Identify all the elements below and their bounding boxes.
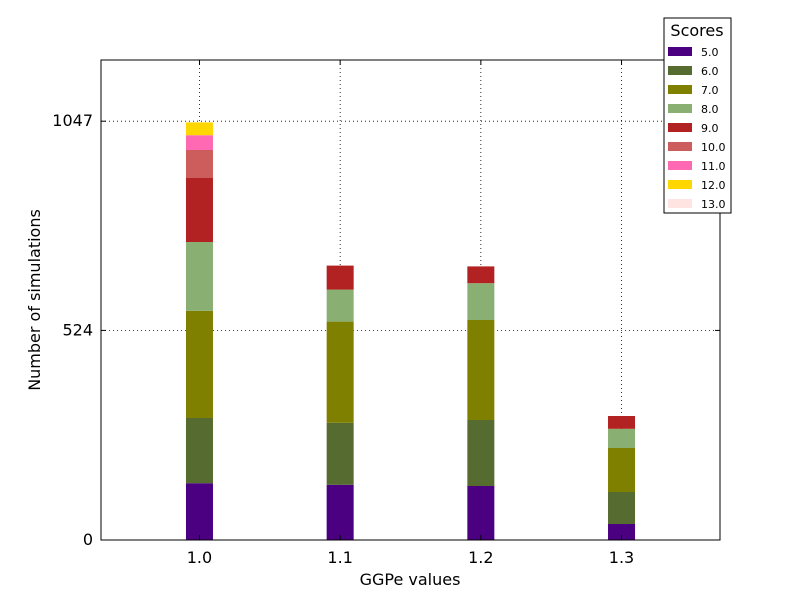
legend-title: Scores	[670, 21, 723, 40]
legend-swatch	[668, 66, 692, 75]
bar-segment	[185, 310, 213, 418]
legend-swatch	[668, 161, 692, 170]
legend-label: 8.0	[701, 103, 719, 116]
legend-label: 6.0	[701, 65, 719, 78]
bars	[185, 122, 636, 540]
bar-segment	[608, 448, 636, 492]
legend-label: 7.0	[701, 84, 719, 97]
bar-segment	[326, 484, 354, 540]
legend: Scores 5.0 6.0 7.0 8.0 9.0 10.0 11.0 12.0 13.0	[663, 17, 732, 214]
bar-segment	[467, 283, 495, 320]
bar-segment	[467, 320, 495, 420]
bar-segment	[185, 135, 213, 150]
bar-segment	[326, 265, 354, 290]
bar-segment	[608, 524, 636, 540]
bar-segment	[608, 492, 636, 524]
y-tick-label: 1047	[52, 111, 93, 130]
plot-frame	[100, 59, 721, 541]
legend-label: 11.0	[701, 160, 726, 173]
bar-segment	[467, 266, 495, 284]
bar-segment	[467, 486, 495, 540]
bar-segment	[467, 420, 495, 486]
bar-segment	[185, 150, 213, 178]
legend-swatch	[668, 85, 692, 94]
bar-segment	[326, 321, 354, 423]
bar-segment	[185, 178, 213, 242]
legend-label: 12.0	[701, 179, 726, 192]
legend-swatch	[668, 199, 692, 208]
legend-swatch	[668, 180, 692, 189]
bar-segment	[185, 418, 213, 484]
bar-segment	[185, 242, 213, 311]
x-tick-label: 1.0	[187, 548, 212, 567]
bar-segment	[326, 289, 354, 322]
legend-swatch	[668, 104, 692, 113]
axis-ticks: 1.0 1.1 1.2 1.3 0 524 1047	[52, 60, 720, 567]
y-tick-label: 0	[83, 530, 93, 549]
legend-label: 10.0	[701, 141, 726, 154]
x-tick-label: 1.1	[327, 548, 352, 567]
bar-segment	[608, 428, 636, 448]
x-tick-label: 1.2	[468, 548, 493, 567]
y-tick-label: 524	[62, 320, 93, 339]
bar-segment	[185, 483, 213, 540]
legend-label: 13.0	[701, 198, 726, 211]
y-axis-title: Number of simulations	[25, 209, 44, 391]
x-axis-title: GGPe values	[360, 570, 461, 589]
legend-swatch	[668, 142, 692, 151]
bar-segment	[185, 122, 213, 136]
legend-swatch	[668, 47, 692, 56]
legend-label: 9.0	[701, 122, 719, 135]
bar-segment	[326, 422, 354, 485]
x-tick-label: 1.3	[609, 548, 634, 567]
bar-segment	[608, 416, 636, 429]
legend-swatch	[668, 123, 692, 132]
legend-label: 5.0	[701, 46, 719, 59]
